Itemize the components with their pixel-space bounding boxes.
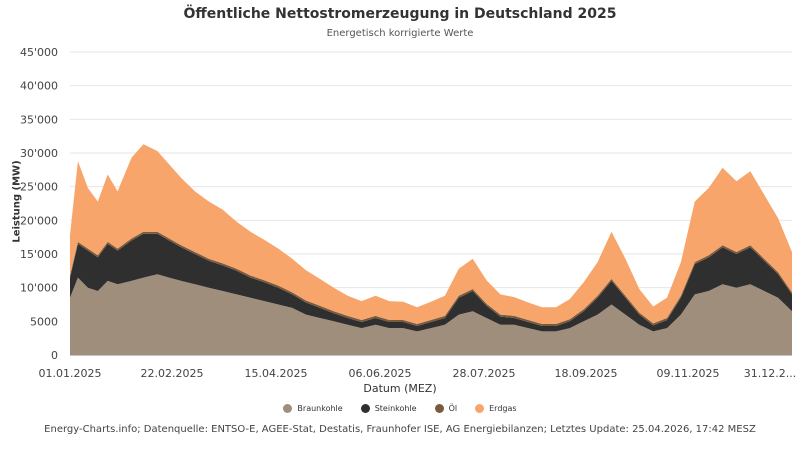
x-tick-label: 28.07.2025 xyxy=(453,367,516,380)
legend: Braunkohle Steinkohle Öl Erdgas xyxy=(0,404,800,413)
legend-marker-braunkohle xyxy=(283,404,293,413)
y-tick-label: 45'000 xyxy=(20,46,58,59)
source-credit: Energy-Charts.info; Datenquelle: ENTSO-E… xyxy=(44,424,756,435)
series-area-steinkohle[interactable] xyxy=(70,233,792,332)
legend-item-braunkohle[interactable]: Braunkohle xyxy=(283,404,343,413)
legend-marker-steinkohle xyxy=(360,404,370,413)
chart-subtitle: Energetisch korrigierte Werte xyxy=(326,28,474,39)
x-tick-label: 06.06.2025 xyxy=(349,367,412,380)
x-tick-label: 15.04.2025 xyxy=(245,367,308,380)
y-tick-label: 40'000 xyxy=(20,80,58,93)
y-tick-label: 30'000 xyxy=(20,147,58,160)
series-area-braunkohle[interactable] xyxy=(70,274,792,355)
legend-marker-oel xyxy=(434,404,444,413)
legend-item-oel[interactable]: Öl xyxy=(434,404,458,413)
y-tick-label: 35'000 xyxy=(20,113,58,126)
x-tick-label: 31.12.2... xyxy=(744,367,796,380)
x-axis-label: Datum (MEZ) xyxy=(363,382,437,395)
legend-label-oel: Öl xyxy=(448,404,458,413)
chart-title: Öffentliche Nettostromerzeugung in Deuts… xyxy=(183,6,617,22)
y-axis-label: Leistung (MW) xyxy=(11,160,23,243)
y-tick-label: 10'000 xyxy=(20,282,58,295)
y-tick-label: 5000 xyxy=(30,315,58,328)
legend-label-erdgas: Erdgas xyxy=(489,404,517,413)
x-tick-label: 01.01.2025 xyxy=(39,367,102,380)
x-tick-label: 22.02.2025 xyxy=(141,367,204,380)
x-axis-ticks: 01.01.2025 22.02.2025 15.04.2025 06.06.2025… xyxy=(39,367,797,380)
y-tick-label: 20'000 xyxy=(20,214,58,227)
series-areas[interactable] xyxy=(70,144,792,355)
y-tick-label: 15'000 xyxy=(20,248,58,261)
y-tick-label: 25'000 xyxy=(20,181,58,194)
y-axis-ticks: 0 5000 10'000 15'000 20'000 25'000 30'000 35'00… xyxy=(20,46,58,362)
x-tick-label: 18.09.2025 xyxy=(555,367,618,380)
series-area-erdgas[interactable] xyxy=(70,144,792,324)
legend-label-braunkohle: Braunkohle xyxy=(297,404,343,413)
legend-item-erdgas[interactable]: Erdgas xyxy=(475,404,517,413)
x-tick-label: 09.11.2025 xyxy=(657,367,720,380)
legend-label-steinkohle: Steinkohle xyxy=(374,404,417,413)
legend-marker-erdgas xyxy=(475,404,485,413)
legend-item-steinkohle[interactable]: Steinkohle xyxy=(360,404,417,413)
y-tick-label: 0 xyxy=(51,349,58,362)
